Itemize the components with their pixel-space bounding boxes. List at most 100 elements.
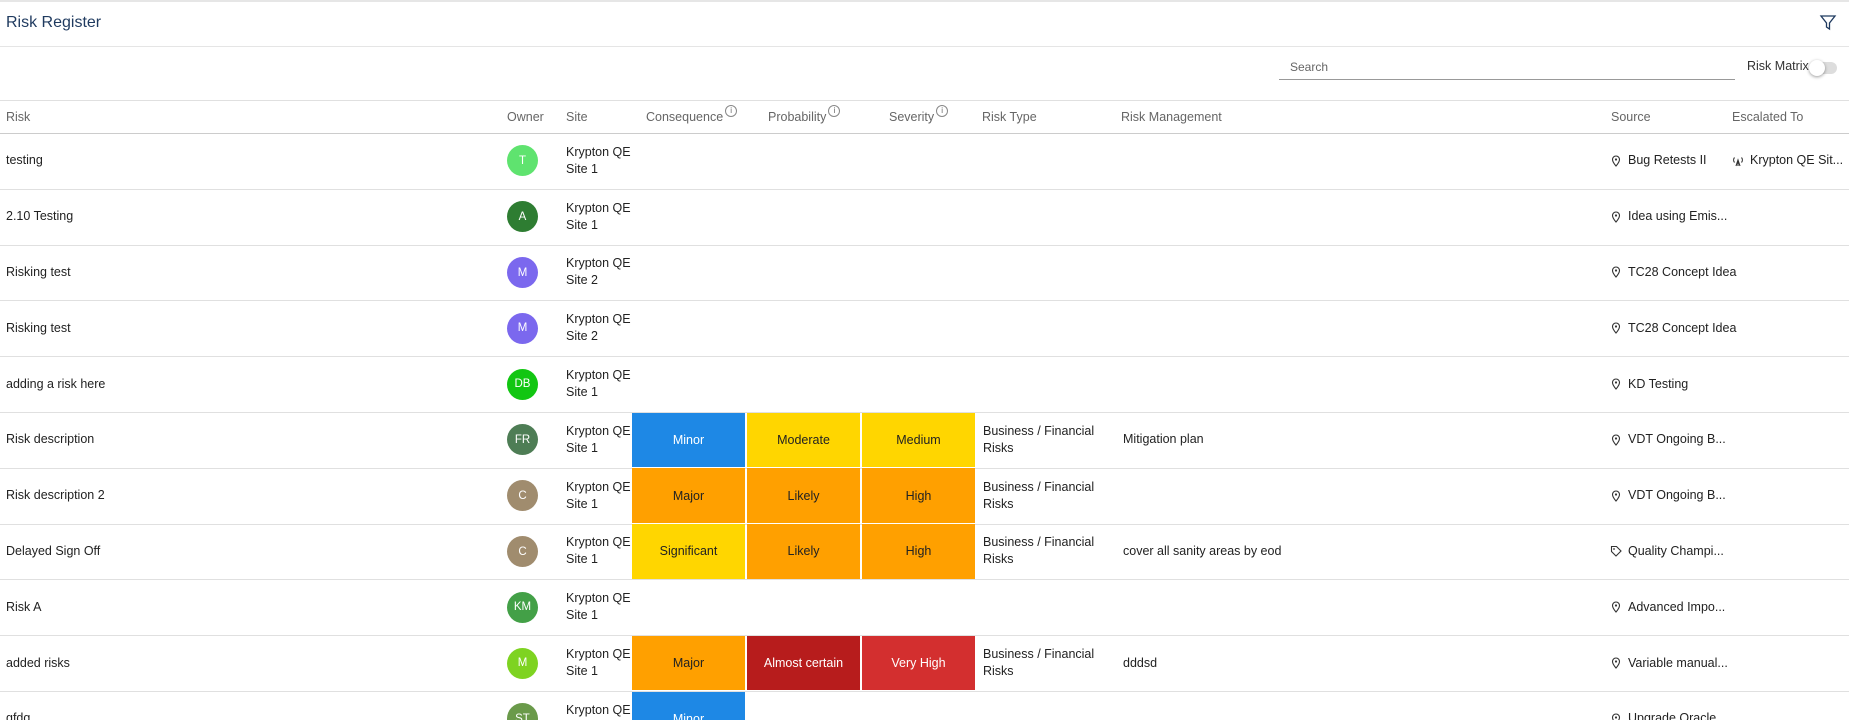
info-icon: i (936, 105, 949, 117)
column-header[interactable]: Severity i (889, 101, 949, 133)
column-header[interactable]: Risk Type (982, 101, 1037, 133)
column-label: Probability (768, 110, 827, 124)
site-cell: Krypton QE Site 2 (566, 256, 631, 288)
source-text: KD Testing (1628, 376, 1689, 391)
column-label: Escalated To (1732, 110, 1804, 124)
owner-avatar: M (507, 647, 538, 679)
owner-avatar: DB (507, 368, 538, 400)
divider (0, 133, 1849, 134)
probability-rating: Almost certain (747, 635, 860, 691)
icon (1611, 713, 1621, 720)
source-cell[interactable]: VDT Ongoing B... (1610, 412, 1732, 468)
owner-avatar: M (507, 257, 538, 288)
site-cell: Krypton QE Site 1 (566, 591, 631, 623)
severity-rating: High (862, 524, 975, 579)
filter-button[interactable] (1819, 14, 1837, 32)
source-text: Bug Retests II (1628, 153, 1707, 168)
icon (1733, 157, 1743, 167)
site-cell: Krypton QE Site 1 (566, 200, 631, 232)
management-cell: dddsd (1123, 655, 1158, 670)
row-divider (0, 244, 1849, 246)
owner-avatar: T (507, 145, 538, 177)
source-text: TC28 Concept Idea (1628, 320, 1737, 335)
icon (1610, 546, 1622, 558)
column-header[interactable]: Probability i (768, 101, 841, 133)
page-title: Risk Register (6, 14, 102, 31)
column-header[interactable]: Escalated To (1732, 101, 1803, 133)
source-cell[interactable]: KD Testing (1610, 356, 1732, 412)
owner-avatar: FR (507, 424, 538, 456)
info-icon: i (828, 105, 841, 117)
source-text: TC28 Concept Idea (1628, 264, 1737, 279)
column-label: Severity (889, 110, 935, 124)
icon (1611, 657, 1621, 669)
icon (1611, 490, 1621, 502)
risk-cell[interactable]: Risking test (6, 264, 71, 279)
icon (1611, 434, 1621, 446)
source-cell[interactable]: TC28 Concept Idea (1610, 300, 1736, 356)
management-cell: Mitigation plan (1123, 432, 1204, 447)
row-divider (0, 579, 1849, 581)
site-cell: Krypton QE Site 1 (566, 647, 631, 679)
site-cell: Krypton QE Site 1 (566, 368, 631, 400)
column-label: Consequence (646, 110, 724, 124)
type-cell: Business / Financial Risks (983, 423, 1095, 455)
escalated-text: Krypton QE Sit... (1750, 153, 1844, 168)
owner-avatar: ST (507, 703, 538, 720)
column-header[interactable]: Source (1611, 101, 1651, 133)
row-divider (0, 691, 1849, 692)
risk-cell[interactable]: testing (6, 153, 43, 168)
risk-cell[interactable]: gfdg (6, 711, 31, 720)
escalated-cell[interactable]: Krypton QE Sit... (1732, 133, 1849, 189)
column-label: Owner (507, 110, 544, 124)
search-input[interactable]: Search (1279, 54, 1735, 80)
consequence-rating: Major (632, 635, 745, 691)
source-cell[interactable]: Quality Champi... (1610, 524, 1732, 580)
source-cell[interactable]: Variable manual... (1610, 635, 1732, 691)
column-label: Risk Type (982, 110, 1037, 124)
row-divider (0, 356, 1849, 358)
source-cell[interactable]: Upgrade Oracle ... (1610, 691, 1732, 720)
site-cell: Krypton QE Site 1 (566, 702, 631, 720)
source-cell[interactable]: Idea using Emis... (1610, 189, 1732, 245)
risk-cell[interactable]: Risk A (6, 599, 42, 614)
type-cell: Business / Financial Risks (983, 535, 1095, 567)
source-text: Quality Champi... (1628, 543, 1724, 558)
site-cell: Krypton QE Site 1 (566, 144, 631, 176)
site-cell: Krypton QE Site 1 (566, 479, 631, 511)
row-divider (0, 300, 1849, 302)
risk-cell[interactable]: Risk description (6, 432, 95, 447)
source-cell[interactable]: TC28 Concept Idea (1610, 245, 1736, 301)
risk-matrix-toggle[interactable] (1809, 60, 1837, 76)
owner-avatar: C (507, 480, 538, 512)
risk-cell[interactable]: adding a risk here (6, 376, 106, 391)
icon (1611, 266, 1621, 279)
column-header[interactable]: Owner (507, 101, 544, 133)
column-header[interactable]: Consequence i (646, 101, 738, 133)
column-header[interactable]: Risk Management (1121, 101, 1222, 133)
source-cell[interactable]: Bug Retests II (1610, 133, 1732, 189)
column-header[interactable]: Risk (6, 101, 30, 133)
source-cell[interactable]: Advanced Impo... (1610, 579, 1732, 635)
risk-cell[interactable]: Delayed Sign Off (6, 543, 101, 558)
column-header[interactable]: Site (566, 101, 588, 133)
icon (1611, 211, 1621, 223)
owner-avatar: KM (507, 591, 538, 623)
probability-rating: Likely (747, 468, 860, 524)
column-label: Risk (6, 110, 31, 124)
site-cell: Krypton QE Site 1 (566, 535, 631, 567)
consequence-rating: Minor (632, 412, 745, 468)
divider (0, 46, 1849, 47)
risk-cell[interactable]: Risk description 2 (6, 488, 105, 503)
site-cell: Krypton QE Site 1 (566, 423, 631, 455)
probability-rating: Moderate (747, 412, 860, 468)
source-text: Advanced Impo... (1628, 599, 1726, 614)
source-text: Idea using Emis... (1628, 209, 1728, 224)
consequence-rating: Significant (632, 524, 745, 579)
icon (1611, 155, 1621, 167)
risk-cell[interactable]: Risking test (6, 320, 71, 335)
risk-cell[interactable]: 2.10 Testing (6, 209, 74, 224)
source-cell[interactable]: VDT Ongoing B... (1610, 468, 1732, 524)
risk-cell[interactable]: added risks (6, 655, 70, 670)
source-text: Upgrade Oracle ... (1628, 711, 1731, 720)
